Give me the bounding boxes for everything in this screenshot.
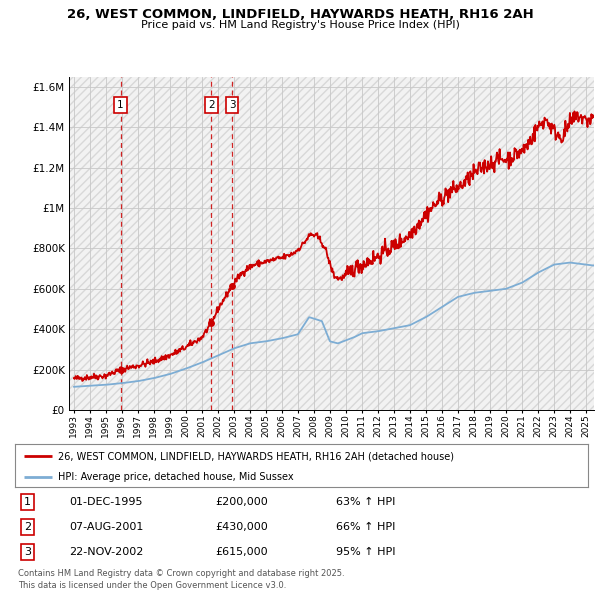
- Text: 07-AUG-2001: 07-AUG-2001: [70, 522, 144, 532]
- Text: £200,000: £200,000: [215, 497, 268, 507]
- Text: 3: 3: [24, 547, 31, 557]
- Text: 22-NOV-2002: 22-NOV-2002: [70, 547, 144, 557]
- Text: 2: 2: [24, 522, 31, 532]
- Text: 66% ↑ HPI: 66% ↑ HPI: [336, 522, 395, 532]
- Text: 26, WEST COMMON, LINDFIELD, HAYWARDS HEATH, RH16 2AH (detached house): 26, WEST COMMON, LINDFIELD, HAYWARDS HEA…: [58, 451, 454, 461]
- Text: 95% ↑ HPI: 95% ↑ HPI: [336, 547, 395, 557]
- Text: £430,000: £430,000: [215, 522, 268, 532]
- Text: 3: 3: [229, 100, 235, 110]
- Text: 1: 1: [24, 497, 31, 507]
- Text: 01-DEC-1995: 01-DEC-1995: [70, 497, 143, 507]
- Text: 63% ↑ HPI: 63% ↑ HPI: [336, 497, 395, 507]
- Text: £615,000: £615,000: [215, 547, 268, 557]
- Text: 1: 1: [117, 100, 124, 110]
- Text: HPI: Average price, detached house, Mid Sussex: HPI: Average price, detached house, Mid …: [58, 473, 293, 483]
- Text: Contains HM Land Registry data © Crown copyright and database right 2025.
This d: Contains HM Land Registry data © Crown c…: [18, 569, 344, 589]
- Text: Price paid vs. HM Land Registry's House Price Index (HPI): Price paid vs. HM Land Registry's House …: [140, 20, 460, 30]
- Text: 26, WEST COMMON, LINDFIELD, HAYWARDS HEATH, RH16 2AH: 26, WEST COMMON, LINDFIELD, HAYWARDS HEA…: [67, 8, 533, 21]
- Text: 2: 2: [208, 100, 215, 110]
